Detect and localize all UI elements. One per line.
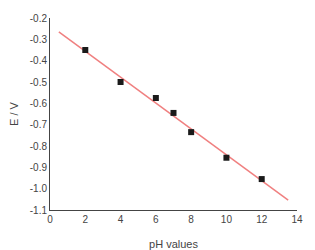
svg-text:14: 14 — [291, 214, 303, 225]
svg-text:E / V: E / V — [8, 101, 20, 126]
svg-text:pH values: pH values — [149, 238, 198, 250]
svg-text:6: 6 — [153, 214, 159, 225]
svg-text:2: 2 — [83, 214, 89, 225]
svg-text:-0.3: -0.3 — [30, 34, 48, 45]
svg-text:12: 12 — [256, 214, 268, 225]
svg-text:10: 10 — [221, 214, 233, 225]
svg-text:-0.8: -0.8 — [30, 141, 48, 152]
svg-text:8: 8 — [188, 214, 194, 225]
svg-text:-0.7: -0.7 — [30, 119, 48, 130]
svg-text:-0.6: -0.6 — [30, 98, 48, 109]
svg-text:4: 4 — [118, 214, 124, 225]
svg-text:-0.2: -0.2 — [30, 13, 48, 24]
svg-text:-1.1: -1.1 — [30, 205, 48, 216]
svg-text:-0.4: -0.4 — [30, 55, 48, 66]
svg-text:-1.0: -1.0 — [30, 183, 48, 194]
svg-text:-0.5: -0.5 — [30, 77, 48, 88]
svg-text:0: 0 — [47, 214, 53, 225]
svg-text:-0.9: -0.9 — [30, 162, 48, 173]
